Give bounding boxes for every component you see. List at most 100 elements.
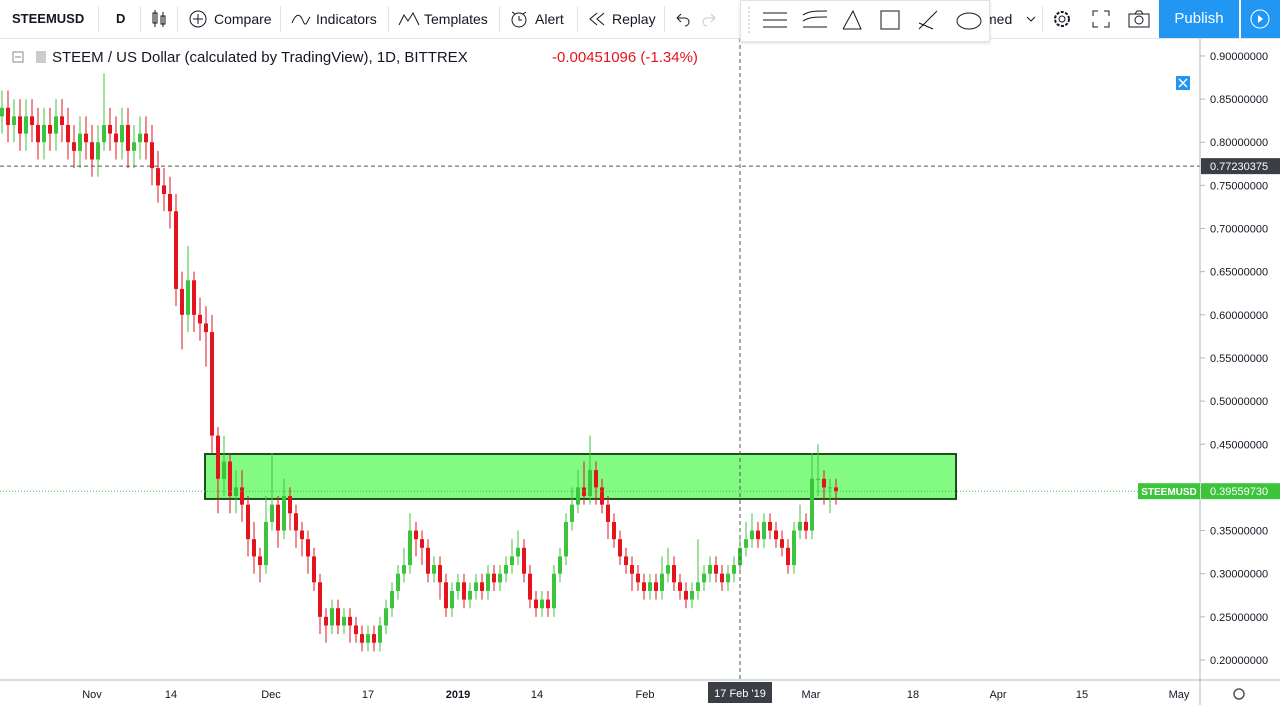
candle-body bbox=[306, 539, 310, 557]
indicators-icon bbox=[291, 14, 311, 25]
last-price-tag: STEEMUSD bbox=[1141, 487, 1197, 498]
candle-body bbox=[72, 142, 76, 151]
candle-body bbox=[186, 280, 190, 315]
drawing-tools bbox=[748, 7, 982, 35]
candle-body bbox=[456, 582, 460, 591]
candle-body bbox=[732, 565, 736, 574]
replay-icon bbox=[589, 12, 605, 26]
y-tick-label: 0.45000000 bbox=[1210, 439, 1268, 451]
undo-redo-icons[interactable] bbox=[673, 10, 719, 28]
candle-body bbox=[210, 332, 214, 436]
candle-body bbox=[36, 124, 40, 143]
snapshot-icon[interactable] bbox=[1128, 9, 1150, 29]
candle-body bbox=[528, 573, 532, 600]
candle-body bbox=[114, 133, 118, 143]
chart-style-icon[interactable] bbox=[150, 9, 168, 29]
candle-body bbox=[168, 194, 172, 212]
x-tick-label: 18 bbox=[907, 689, 919, 701]
candle-body bbox=[648, 582, 652, 591]
alert-icon bbox=[511, 11, 527, 28]
layout-menu-arrow[interactable] bbox=[1026, 14, 1036, 24]
alert-button[interactable]: Alert bbox=[535, 11, 564, 27]
candle-body bbox=[432, 565, 436, 574]
crosshair-date-label: 17 Feb '19 bbox=[714, 688, 766, 700]
candle-body bbox=[486, 573, 490, 591]
candle-body bbox=[690, 590, 694, 600]
indicators-button[interactable]: Indicators bbox=[316, 11, 377, 27]
x-tick-label: 17 bbox=[362, 689, 374, 701]
candle-body bbox=[174, 211, 178, 289]
y-tick-label: 0.20000000 bbox=[1210, 655, 1268, 667]
candle-body bbox=[6, 107, 10, 125]
compare-button[interactable]: Compare bbox=[214, 11, 272, 27]
publish-button[interactable]: Publish bbox=[1159, 0, 1239, 38]
x-tick-label: 14 bbox=[165, 689, 177, 701]
candle-body bbox=[222, 461, 226, 479]
candle-body bbox=[714, 565, 718, 574]
candle-body bbox=[780, 539, 784, 548]
plot-area bbox=[0, 38, 1200, 680]
candle-body bbox=[636, 573, 640, 583]
candle-body bbox=[612, 521, 616, 540]
x-tick-label: Nov bbox=[82, 689, 102, 701]
candle-body bbox=[576, 487, 580, 505]
candle-body bbox=[516, 547, 520, 557]
candle-body bbox=[192, 280, 196, 315]
candle-body bbox=[786, 547, 790, 566]
candle-body bbox=[270, 504, 274, 522]
candle-body bbox=[204, 323, 208, 333]
templates-button[interactable]: Templates bbox=[424, 11, 488, 27]
settings-icon[interactable] bbox=[1052, 9, 1072, 29]
candle-body bbox=[102, 124, 106, 143]
candle-body bbox=[768, 521, 772, 531]
replay-button[interactable]: Replay bbox=[612, 11, 656, 27]
stream-icon bbox=[1250, 9, 1270, 29]
last-price-box bbox=[1138, 483, 1200, 500]
candle-body bbox=[684, 590, 688, 600]
candle-body bbox=[564, 521, 568, 557]
collapse-icon[interactable] bbox=[12, 51, 24, 63]
candle-body bbox=[822, 478, 826, 488]
candle-body bbox=[24, 116, 28, 134]
candle-body bbox=[378, 625, 382, 643]
candle-body bbox=[660, 573, 664, 591]
fullscreen-icon[interactable] bbox=[1091, 9, 1111, 29]
candle-body bbox=[588, 470, 592, 497]
candle-body bbox=[426, 547, 430, 574]
candle-body bbox=[246, 504, 250, 540]
candle-body bbox=[498, 573, 502, 583]
candle-body bbox=[522, 547, 526, 574]
candle-body bbox=[300, 530, 304, 540]
candle-body bbox=[474, 582, 478, 591]
price-axis bbox=[1200, 38, 1280, 705]
toolbar: STEEMUSD D Compare Indicators Templates … bbox=[0, 0, 1280, 39]
layout-name[interactable]: med bbox=[985, 11, 1013, 27]
candle-body bbox=[534, 599, 538, 609]
candle-body bbox=[288, 496, 292, 514]
candle-body bbox=[198, 314, 202, 324]
candle-body bbox=[402, 565, 406, 574]
candle-body bbox=[138, 133, 142, 143]
stream-button[interactable] bbox=[1240, 0, 1280, 38]
symbol-search[interactable]: STEEMUSD bbox=[12, 11, 85, 26]
candle-body bbox=[366, 634, 370, 643]
candle-body bbox=[294, 513, 298, 531]
legend-title[interactable]: STEEM / US Dollar (calculated by Trading… bbox=[52, 49, 468, 66]
candle-body bbox=[354, 625, 358, 635]
x-tick-label: May bbox=[1169, 689, 1190, 701]
candle-body bbox=[48, 124, 52, 134]
interval[interactable]: D bbox=[116, 11, 126, 26]
candle-body bbox=[438, 565, 442, 583]
candle-body bbox=[408, 530, 412, 566]
candle-body bbox=[18, 116, 22, 134]
candle-body bbox=[216, 435, 220, 479]
candle-body bbox=[594, 470, 598, 488]
y-tick-label: 0.55000000 bbox=[1210, 353, 1268, 365]
candle-body bbox=[450, 590, 454, 609]
candle-body bbox=[666, 565, 670, 574]
settings-icon[interactable] bbox=[1233, 688, 1245, 700]
support-zone bbox=[204, 453, 957, 500]
crosshair-date-box bbox=[708, 682, 772, 703]
candle-body bbox=[120, 124, 124, 143]
